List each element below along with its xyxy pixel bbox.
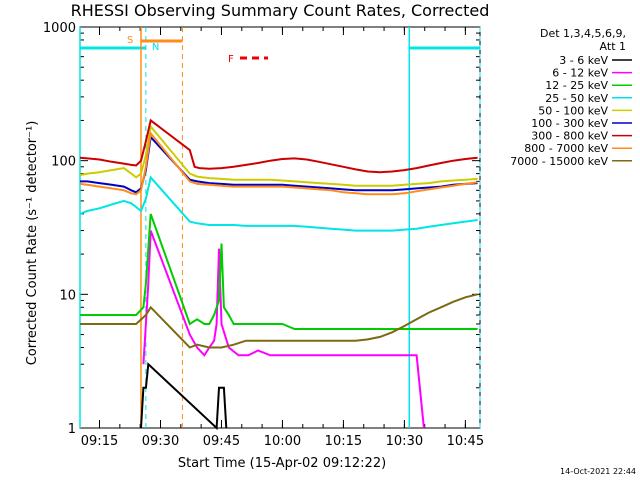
series-line bbox=[80, 134, 478, 194]
legend-label: 12 - 25 keV bbox=[545, 79, 608, 92]
legend-label: 6 - 12 keV bbox=[552, 67, 608, 80]
legend-header-line2: Att 1 bbox=[600, 40, 626, 53]
y-tick-label: 100 bbox=[51, 155, 76, 170]
chart-title: RHESSI Observing Summary Count Rates, Co… bbox=[71, 1, 490, 20]
series-line bbox=[79, 130, 478, 196]
legend-label: 50 - 100 keV bbox=[538, 104, 608, 117]
series-line bbox=[80, 213, 478, 330]
legend-header-line1: Det 1,3,4,5,6,9, bbox=[540, 27, 626, 40]
series-line bbox=[79, 118, 478, 174]
night-flag-label: N bbox=[152, 42, 159, 53]
series-line bbox=[79, 124, 478, 187]
y-tick-label: 10 bbox=[59, 288, 76, 303]
x-tick-label: 10:45 bbox=[447, 434, 484, 449]
legend-label: 7000 - 15000 keV bbox=[510, 155, 608, 168]
x-tick-label: 09:45 bbox=[203, 434, 240, 449]
x-tick-label: 10:00 bbox=[264, 434, 301, 449]
series-line bbox=[140, 362, 228, 431]
x-axis-label: Start Time (15-Apr-02 09:12:22) bbox=[178, 456, 386, 471]
x-tick-label: 09:30 bbox=[142, 434, 179, 449]
flare-flag-label: F bbox=[228, 54, 234, 65]
series-line bbox=[79, 175, 478, 232]
legend-label: 100 - 300 keV bbox=[531, 117, 608, 130]
x-tick-label: 10:15 bbox=[325, 434, 362, 449]
saa-flag-label: S bbox=[127, 35, 133, 46]
legend-label: 25 - 50 keV bbox=[545, 92, 608, 105]
plot-area: 1 10 100 1000 09:15 09:30 09:45 10:00 10:15 10:30… bbox=[43, 21, 484, 449]
x-tick-label: 09:15 bbox=[81, 434, 118, 449]
legend-label: 300 - 800 keV bbox=[531, 130, 608, 143]
legend-label: 800 - 7000 keV bbox=[524, 142, 608, 155]
timestamp: 14-Oct-2021 22:44 bbox=[560, 467, 636, 476]
y-tick-label: 1 bbox=[68, 422, 76, 437]
series-line bbox=[80, 293, 478, 349]
y-axis-label: Corrected Count Rate (s⁻¹ detector⁻¹) bbox=[25, 121, 40, 366]
x-tick-label: 10:30 bbox=[386, 434, 423, 449]
legend-label: 3 - 6 keV bbox=[559, 54, 608, 67]
y-tick-label: 1000 bbox=[43, 21, 76, 36]
